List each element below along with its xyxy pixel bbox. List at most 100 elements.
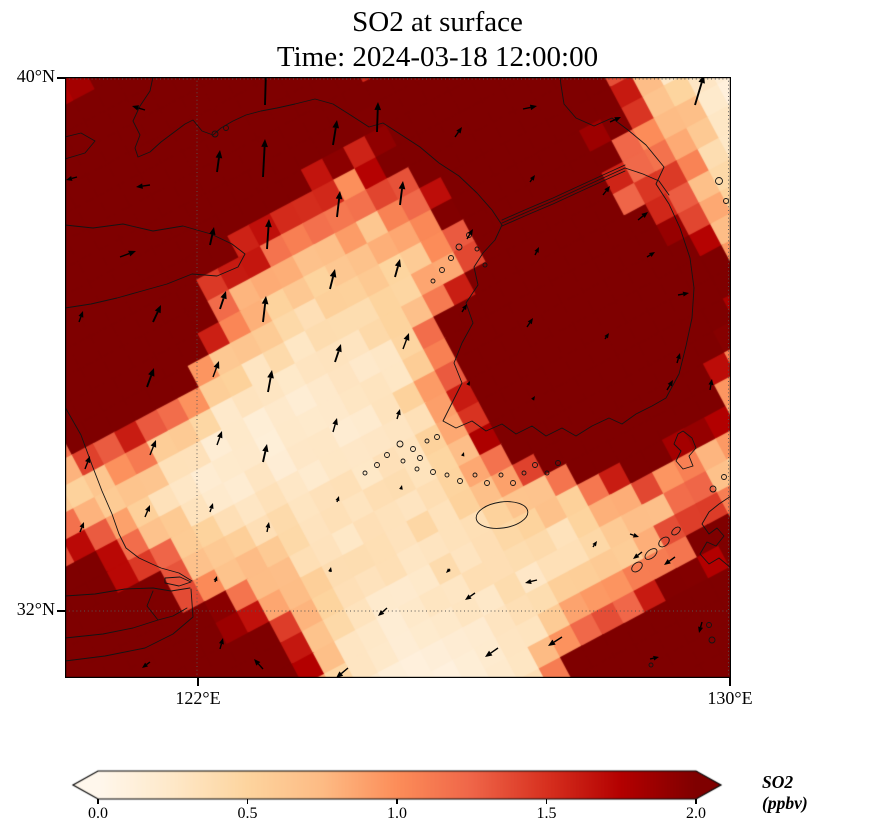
wind-arrow-head	[548, 639, 556, 646]
y-tickmark	[57, 77, 65, 79]
wind-arrow-head	[328, 567, 332, 572]
wind-arrow-head	[641, 212, 648, 219]
wind-arrow-shaft	[454, 131, 460, 138]
islet-outline	[648, 662, 654, 668]
so2-heatmap-canvas	[65, 77, 731, 678]
coastline	[146, 590, 188, 621]
wind-arrow-head	[66, 175, 73, 181]
wind-arrow-shaft	[144, 510, 149, 518]
islet-outline	[474, 246, 480, 252]
wind-arrow-shaft	[216, 437, 221, 446]
wind-arrow-head	[632, 533, 639, 538]
wind-arrow-head	[462, 304, 467, 310]
wind-arrow-head	[132, 105, 140, 111]
wind-arrow-shaft	[332, 424, 336, 433]
wind-arrow-shaft	[266, 226, 270, 250]
wind-arrow-shaft	[646, 254, 651, 258]
wind-arrow-shaft	[402, 339, 408, 350]
wind-arrow-head	[85, 456, 91, 464]
wind-arrow-head	[653, 655, 659, 661]
wind-arrow-shaft	[71, 176, 78, 180]
wind-arrow-head	[525, 578, 532, 585]
wind-arrow-head	[265, 522, 271, 529]
wind-arrow-shaft	[152, 311, 159, 323]
wind-arrow-head	[332, 120, 340, 129]
colorbar-tickmark	[97, 799, 99, 804]
wind-arrow-head	[209, 503, 214, 510]
islet-outline	[510, 480, 516, 486]
wind-arrow-shaft	[676, 358, 680, 364]
wind-arrow-shaft	[267, 377, 272, 393]
wind-arrow-shaft	[212, 367, 218, 378]
wind-arrow-head	[374, 102, 382, 111]
coastline	[699, 495, 731, 569]
wind-arrow-head	[262, 444, 269, 453]
islet-outline	[709, 485, 717, 493]
wind-arrow-shaft	[553, 636, 563, 643]
wind-arrow-shaft	[469, 592, 476, 598]
wind-arrow-head	[220, 291, 227, 300]
wind-arrow-head	[215, 150, 223, 159]
wind-arrow-head	[664, 558, 671, 565]
chart-title: SO2 at surface	[352, 6, 523, 38]
islet-outline	[448, 255, 454, 261]
wind-arrow-head	[604, 333, 609, 339]
wind-arrow-shaft	[146, 375, 153, 388]
coastline	[65, 132, 96, 160]
wind-arrow-shaft	[677, 293, 684, 296]
y-tick-label-40n: 40°N	[16, 66, 55, 86]
wind-arrow-head	[213, 576, 218, 582]
wind-arrow-shaft	[264, 77, 267, 106]
wind-arrow-shaft	[637, 215, 644, 221]
x-tickmark	[197, 678, 199, 686]
islet-outline	[723, 198, 729, 204]
wind-arrow-head	[265, 219, 272, 228]
islet-outline	[400, 458, 406, 464]
wind-arrow-head	[209, 227, 216, 236]
wind-arrow-head	[708, 379, 714, 386]
wind-arrow-head	[682, 291, 689, 297]
islet-outline	[362, 470, 368, 476]
wind-arrow-head	[136, 183, 143, 189]
colorbar-tick-label: 0.0	[88, 805, 108, 822]
islet-outline	[424, 438, 430, 444]
island-outline	[475, 501, 529, 529]
colorbar-label: SO2 (ppbv)	[762, 772, 808, 813]
wind-arrow-head	[332, 418, 338, 426]
wind-arrow-shaft	[529, 178, 533, 183]
islet-outline	[410, 446, 416, 452]
wind-arrow-head	[335, 191, 343, 200]
wind-arrow-head	[261, 139, 268, 148]
islet-outline	[223, 125, 229, 131]
wind-arrow-shaft	[329, 276, 334, 290]
islet-outline	[708, 636, 716, 644]
islet-outline	[484, 480, 490, 486]
map-border	[65, 77, 731, 678]
wind-arrow-head	[329, 269, 337, 278]
colorbar-tick-label: 0.5	[237, 805, 258, 822]
y-tick-label-32n: 32°N	[16, 599, 55, 619]
wind-arrow-head	[128, 250, 136, 257]
islet-outline	[482, 262, 488, 268]
x-tickmark	[729, 678, 731, 686]
wind-arrow-shaft	[490, 647, 499, 654]
wind-arrow-shaft	[592, 544, 595, 548]
islet-outline	[384, 452, 390, 458]
wind-arrow-shaft	[209, 508, 212, 513]
wind-arrow-head	[534, 247, 539, 253]
y-tickmark	[57, 610, 65, 612]
wind-arrow-head	[592, 541, 597, 547]
wind-arrow-head	[446, 568, 451, 573]
islet-outline	[455, 243, 463, 251]
island-outline	[644, 548, 658, 560]
wind-arrow-head	[467, 229, 473, 236]
x-tick-label-130e: 130°E	[707, 688, 753, 708]
map-axes	[65, 77, 731, 678]
islet-outline	[715, 177, 723, 185]
wind-arrow-shaft	[219, 297, 225, 310]
wind-arrow-shaft	[629, 533, 634, 536]
wind-arrow-shaft	[604, 336, 607, 340]
wind-arrow-shaft	[649, 657, 654, 660]
wind-arrow-head	[261, 296, 269, 305]
